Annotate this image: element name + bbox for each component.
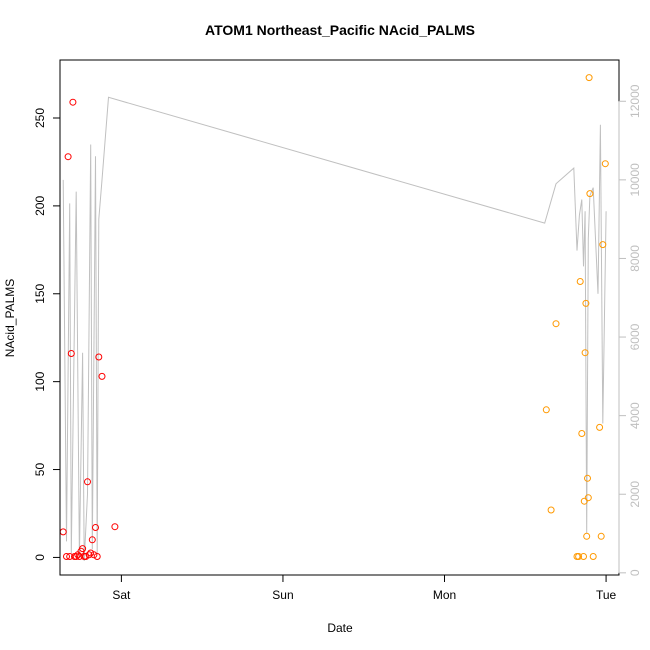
scatter-point-series-1 xyxy=(59,528,67,536)
y2-tick-label: 2000 xyxy=(628,481,642,508)
scatter-point-series-2 xyxy=(584,494,592,502)
scatter-point-series-2 xyxy=(580,497,588,505)
scatter-point-series-1 xyxy=(79,545,87,553)
scatter-point-series-1 xyxy=(69,98,77,106)
scatter-point-series-1 xyxy=(95,353,103,361)
scatter-point-series-1 xyxy=(82,553,90,560)
scatter-point-series-2 xyxy=(581,349,589,357)
y2-tick-label: 12000 xyxy=(628,84,642,118)
x-axis-label: Date xyxy=(327,621,353,635)
y-axis-label: NAcid_PALMS xyxy=(3,279,17,357)
y2-tick-label: 6000 xyxy=(628,323,642,350)
x-tick-label: Sun xyxy=(272,588,293,602)
scatter-point-series-2 xyxy=(584,474,591,482)
scatter-point-series-1 xyxy=(63,553,70,560)
scatter-point-series-1 xyxy=(93,553,101,560)
scatter-point-series-2 xyxy=(599,241,607,249)
line-series-path xyxy=(62,96,607,562)
scatter-point-series-2 xyxy=(576,278,584,285)
y-tick-label: 150 xyxy=(33,283,47,303)
y2-tick-label: 4000 xyxy=(628,402,642,429)
y2-tick-label: 0 xyxy=(628,569,642,576)
scatter-point-series-2 xyxy=(586,190,594,198)
y-tick-label: 0 xyxy=(33,554,47,561)
y-tick-label: 250 xyxy=(33,108,47,128)
scatter-point-series-1 xyxy=(88,536,96,544)
y-axis-left: 0 50 100 150 200 250 xyxy=(33,108,61,561)
scatter-point-series-1 xyxy=(111,523,119,531)
scatter-point-series-2 xyxy=(578,430,586,437)
scatter-point-series-1 xyxy=(72,553,80,560)
x-tick-label: Tue xyxy=(596,588,617,602)
scatter-point-series-2 xyxy=(547,506,555,514)
scatter-points xyxy=(59,74,609,560)
chart-title: ATOM1 Northeast_Pacific NAcid_PALMS xyxy=(205,22,475,38)
scatter-point-series-1 xyxy=(64,153,72,161)
scatter-point-series-2 xyxy=(596,423,604,431)
x-axis: Sat Sun Mon Tue xyxy=(112,574,617,602)
scatter-point-series-1 xyxy=(84,478,91,486)
scatter-point-series-2 xyxy=(589,553,597,560)
scatter-point-series-2 xyxy=(575,553,583,560)
scatter-point-series-2 xyxy=(542,406,550,414)
y-tick-label: 100 xyxy=(33,371,47,391)
scatter-point-series-2 xyxy=(582,299,590,307)
x-tick-label: Sat xyxy=(112,588,131,602)
scatter-point-series-2 xyxy=(552,320,560,328)
scatter-point-series-1 xyxy=(67,350,75,357)
y-axis-right: 0 2000 4000 6000 8000 10000 12000 xyxy=(618,84,642,576)
scatter-point-series-2 xyxy=(580,553,587,560)
y-tick-label: 50 xyxy=(33,463,47,477)
scatter-point-series-1 xyxy=(92,524,99,531)
y2-tick-label: 10000 xyxy=(628,163,642,197)
plot-area xyxy=(59,59,620,576)
scatter-point-series-2 xyxy=(583,532,591,540)
scatter-point-series-1 xyxy=(85,551,93,559)
scatter-point-series-2 xyxy=(601,160,609,168)
y2-tick-label: 8000 xyxy=(628,245,642,272)
line-series xyxy=(62,96,607,562)
x-tick-label: Mon xyxy=(433,588,456,602)
y-tick-label: 200 xyxy=(33,196,47,216)
scatter-point-series-2 xyxy=(597,532,605,540)
scatter-point-series-2 xyxy=(585,74,593,82)
scatter-point-series-1 xyxy=(90,551,98,559)
scatter-point-series-1 xyxy=(98,372,106,380)
